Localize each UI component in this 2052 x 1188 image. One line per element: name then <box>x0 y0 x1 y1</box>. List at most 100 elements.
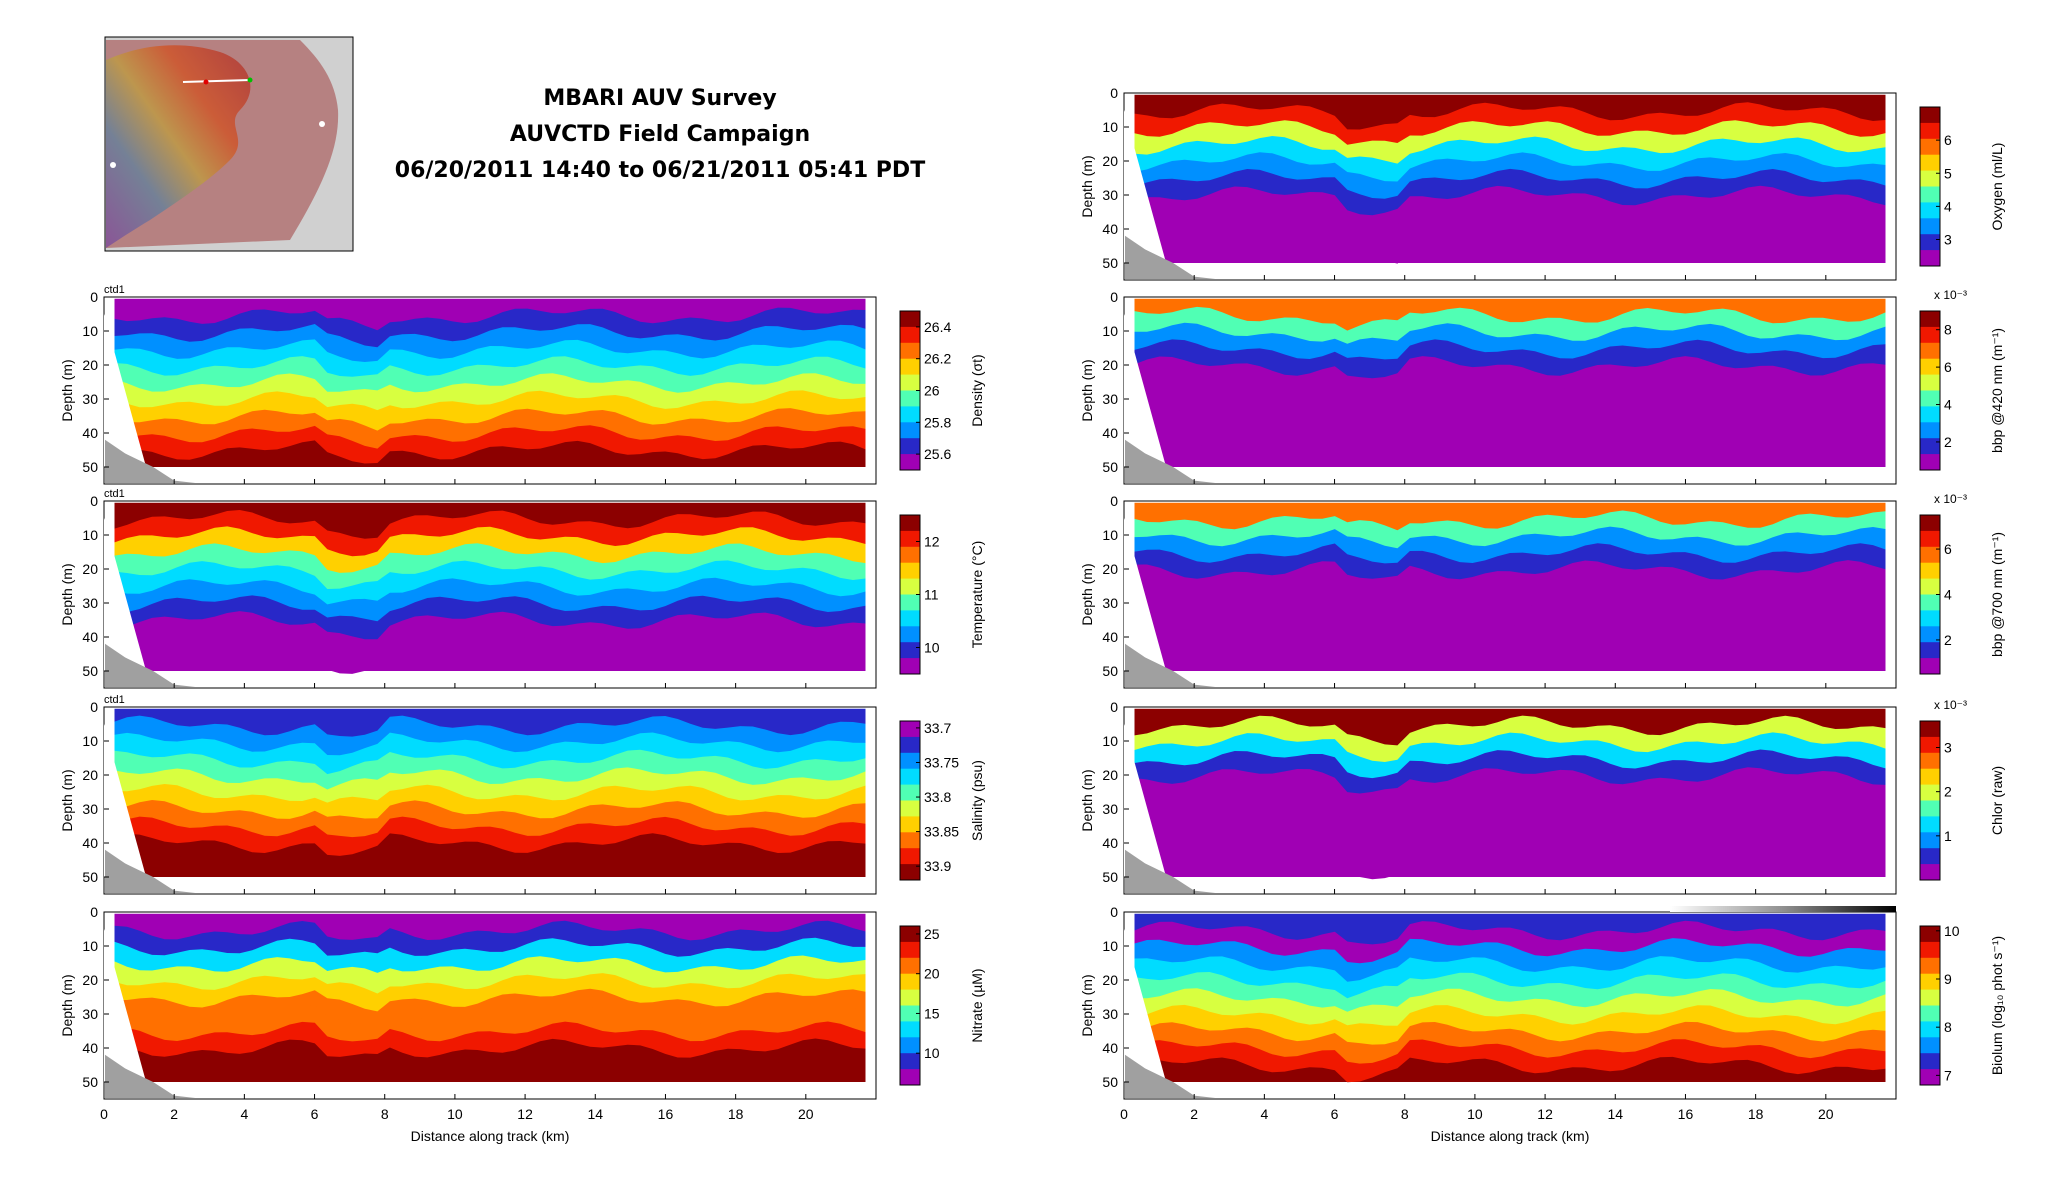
x-tick-label: 16 <box>658 1106 674 1122</box>
figure-date-range: 06/20/2011 14:40 to 06/21/2011 05:41 PDT <box>394 158 926 183</box>
colorbar-tick-label: 8 <box>1944 322 1952 338</box>
colorbar-swatch <box>900 422 920 439</box>
colorbar-label: bbp @700 nm (m⁻¹) <box>1989 532 2005 657</box>
colorbar-swatch <box>900 1053 920 1070</box>
field-band <box>1134 440 1886 467</box>
colorbar-tick-label: 20 <box>924 966 940 982</box>
colorbar-tick-label: 2 <box>1944 632 1952 648</box>
y-tick-label: 40 <box>82 629 98 645</box>
colorbar-swatch <box>1920 721 1940 738</box>
colorbar-swatch <box>1920 530 1940 548</box>
seafloor <box>1125 643 1216 687</box>
colorbar-label: Chlor (raw) <box>1989 766 2005 835</box>
colorbar-swatch <box>900 973 920 991</box>
x-tick-label: 10 <box>1467 1106 1483 1122</box>
y-tick-label: 50 <box>1102 255 1118 271</box>
field-band <box>114 1056 866 1082</box>
no-data-region <box>104 929 147 1082</box>
colorbar-swatch <box>1920 957 1940 975</box>
y-tick-label: 50 <box>82 459 98 475</box>
colorbar-tick-label: 33.75 <box>924 754 959 770</box>
colorbar-swatch <box>1920 973 1940 991</box>
y-tick-label: 10 <box>1102 733 1118 749</box>
panel-nitrate: 0 10 20 30 40 50 Depth (m) 0 2 4 6 8 10 12 14 16 18 20 Dis… <box>59 904 985 1144</box>
colorbar: 8 6 4 2 bbp @420 nm (m⁻¹) x 10⁻³ <box>1919 288 2005 471</box>
colorbar-tick-label: 33.85 <box>924 824 959 840</box>
field-band <box>1134 850 1886 880</box>
colorbar-swatch <box>1920 752 1940 770</box>
colorbar-swatch <box>1920 186 1940 203</box>
colorbar: 25.6 25.8 26 26.2 26.4 Density (σt) <box>899 310 985 471</box>
x-tick-label: 14 <box>1607 1106 1623 1122</box>
y-tick-label: 0 <box>1110 289 1118 305</box>
y-tick-label: 30 <box>1102 391 1118 407</box>
colorbar: 10 9 8 7 Biolum (log₁₀ phot s⁻¹) <box>1919 923 2005 1086</box>
y-axis-label: Depth (m) <box>1079 359 1095 421</box>
x-tick-label: 0 <box>1120 1106 1128 1122</box>
colorbar-tick-label: 25.8 <box>924 414 951 430</box>
colorbar-swatch <box>900 1069 920 1086</box>
y-axis-label: Depth (m) <box>59 359 75 421</box>
y-tick-label: 0 <box>90 904 98 920</box>
colorbar-swatch <box>1920 138 1940 156</box>
colorbar-swatch <box>1920 736 1940 754</box>
panel-density: ctd1 0 10 20 30 40 50 Depth (m) 25.6 25.8 26 26.2 26… <box>59 284 985 485</box>
colorbar-swatch <box>1920 848 1940 865</box>
colorbar: 33.7 33.75 33.8 33.85 33.9 Salinity (psu) <box>899 720 985 881</box>
colorbar-swatch <box>900 342 920 360</box>
x-tick-label: 14 <box>587 1106 603 1122</box>
field-band <box>1134 237 1886 264</box>
daylight-bar <box>1670 906 1896 912</box>
colorbar-swatch <box>1920 122 1940 140</box>
y-tick-label: 40 <box>1102 629 1118 645</box>
colorbar-swatch <box>1920 390 1940 407</box>
figure-subtitle: AUVCTD Field Campaign <box>509 122 811 147</box>
y-tick-label: 20 <box>1102 767 1118 783</box>
colorbar-tick-label: 3 <box>1944 232 1952 248</box>
colorbar-frame <box>1919 720 1941 881</box>
y-tick-label: 20 <box>82 972 98 988</box>
colorbar-label: Oxygen (ml/L) <box>1989 143 2005 231</box>
colorbar-label: Salinity (psu) <box>969 760 985 841</box>
colorbar-tick-label: 11 <box>924 587 939 603</box>
colorbar-frame <box>1919 925 1941 1086</box>
seafloor <box>105 643 196 687</box>
no-data-region <box>1124 724 1167 877</box>
y-tick-label: 40 <box>82 835 98 851</box>
x-tick-label: 4 <box>240 1106 248 1122</box>
panel-tag: ctd1 <box>104 488 125 500</box>
no-data-region <box>1124 929 1167 1082</box>
y-tick-label: 0 <box>90 289 98 305</box>
colorbar-swatch <box>900 784 920 801</box>
colorbar-tick-label: 33.8 <box>924 789 951 805</box>
colorbar-swatch <box>1920 816 1940 833</box>
colorbar-swatch <box>1920 1005 1940 1022</box>
colorbar-tick-label: 33.7 <box>924 720 951 736</box>
y-axis-label: Depth (m) <box>59 974 75 1036</box>
colorbar-tick-label: 10 <box>924 1045 940 1061</box>
colorbar-swatch <box>900 610 920 627</box>
colorbar-label: Nitrate (µM) <box>969 968 985 1042</box>
y-axis-label: Depth (m) <box>1079 769 1095 831</box>
y-tick-label: 50 <box>1102 663 1118 679</box>
y-tick-label: 10 <box>82 323 98 339</box>
y-tick-label: 20 <box>1102 972 1118 988</box>
x-tick-label: 8 <box>1401 1106 1409 1122</box>
y-tick-label: 40 <box>1102 835 1118 851</box>
y-tick-label: 40 <box>1102 425 1118 441</box>
panel-bbp420: 0 10 20 30 40 50 Depth (m) 8 6 4 2 bbp @420 nm (m⁻¹… <box>1079 288 2005 485</box>
colorbar-swatch <box>1920 202 1940 219</box>
colorbar-tick-label: 4 <box>1944 587 1952 603</box>
colorbar: 3 2 1 Chlor (raw) x 10⁻³ <box>1919 698 2005 881</box>
colorbar-swatch <box>900 832 920 849</box>
colorbar-tick-label: 10 <box>924 640 940 656</box>
y-tick-label: 50 <box>82 1074 98 1090</box>
colorbar-swatch <box>900 816 920 833</box>
colorbar-swatch <box>1920 864 1940 881</box>
colorbar-swatch <box>1920 170 1940 187</box>
y-tick-label: 50 <box>1102 869 1118 885</box>
colorbar-tick-label: 7 <box>1944 1067 1952 1083</box>
colorbar-swatch <box>1920 154 1940 172</box>
y-tick-label: 30 <box>1102 187 1118 203</box>
